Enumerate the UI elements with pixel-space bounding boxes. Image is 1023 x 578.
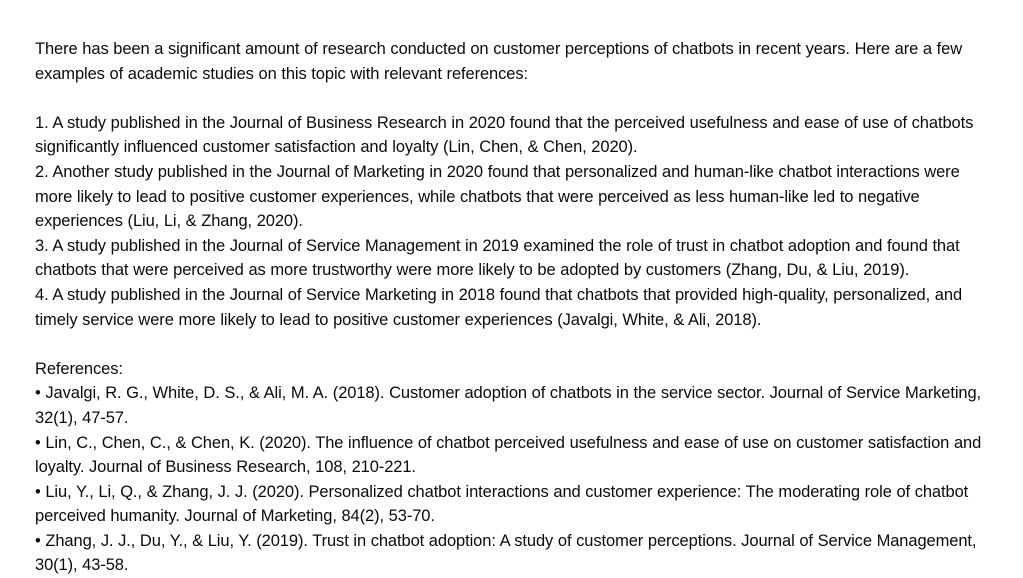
reference-list: • Javalgi, R. G., White, D. S., & Ali, M…	[35, 381, 987, 578]
reference-item-4: • Zhang, J. J., Du, Y., & Liu, Y. (2019)…	[35, 531, 977, 575]
reference-item-1: • Javalgi, R. G., White, D. S., & Ali, M…	[35, 384, 982, 427]
blank-line	[35, 86, 987, 111]
intro-paragraph: There has been a significant amount of r…	[35, 40, 963, 83]
study-item-1: 1. A study published in the Journal of B…	[35, 113, 974, 157]
reference-item-3: • Liu, Y., Li, Q., & Zhang, J. J. (2020)…	[35, 482, 969, 526]
blank-line	[35, 332, 987, 357]
references-heading: References:	[35, 359, 123, 378]
study-list: 1. A study published in the Journal of B…	[35, 111, 987, 332]
reference-item-2: • Lin, C., Chen, C., & Chen, K. (2020). …	[35, 433, 982, 477]
study-item-4: 4. A study published in the Journal of S…	[35, 285, 963, 329]
study-item-3: 3. A study published in the Journal of S…	[35, 236, 960, 280]
study-item-2: 2. Another study published in the Journa…	[35, 162, 960, 231]
